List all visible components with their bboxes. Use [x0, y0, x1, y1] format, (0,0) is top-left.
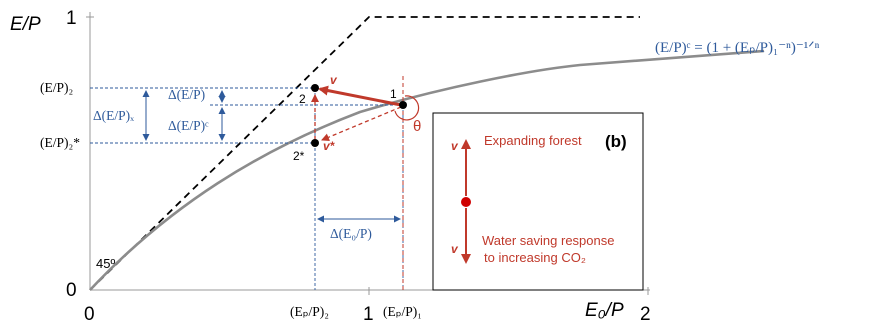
vector-v-star — [321, 106, 402, 141]
point-2star-label: 2* — [293, 149, 305, 163]
theta-label: θ — [413, 118, 421, 135]
delta-ep-x-label: Δ(E/P)ₓ — [93, 108, 134, 123]
vector-v-star-label: v* — [323, 139, 336, 153]
x-label-epp2: (Eₚ/P)₂ — [290, 304, 329, 319]
point-1-label: 1 — [390, 87, 397, 101]
y-tick-label-1: 1 — [66, 8, 77, 29]
vector-v — [318, 85, 402, 107]
delta-e0p-label: Δ(E₀/P) — [330, 226, 372, 241]
theta-arc — [394, 95, 420, 121]
budyko-curve — [89, 49, 765, 291]
legend-expanding-forest: Expanding forest — [484, 133, 582, 148]
legend-v-top: v — [451, 139, 459, 153]
delta-ep-c-label: Δ(E/P)ᶜ — [168, 118, 209, 133]
legend-box: (b) v v Expanding forest Water saving re… — [432, 112, 644, 291]
y-tick-label-0: 0 — [66, 280, 77, 301]
y-axis-title: E/P — [10, 14, 41, 35]
delta-ep-label: Δ(E/P) — [168, 87, 205, 102]
x-tick-label-1: 1 — [363, 304, 374, 325]
x-label-epp1: (Eₚ/P)₁ — [383, 304, 422, 319]
legend-water-saving-line1: Water saving response — [482, 233, 614, 248]
point-2 — [311, 84, 319, 92]
vector-v-label: v — [330, 73, 338, 87]
curve-equation: (E/P)ᶜ = (1 + (Eₚ/P)₁⁻ⁿ)⁻¹ᐟⁿ — [655, 40, 820, 56]
panel-label: (b) — [605, 132, 627, 151]
angle-45-label: 45º — [96, 256, 115, 271]
x-tick-label-0: 0 — [84, 304, 95, 325]
y-label-ep2: (E/P)₂ — [40, 80, 73, 95]
legend-point — [461, 197, 471, 207]
point-2-label: 2 — [299, 92, 306, 106]
x-axis-title: E₀/P — [585, 300, 624, 321]
point-1 — [399, 101, 407, 109]
legend-v-bottom: v — [451, 242, 459, 256]
legend-water-saving-line2: to increasing CO₂ — [484, 250, 586, 265]
point-2-star — [311, 139, 319, 147]
energy-water-limit-line — [89, 16, 640, 291]
y-label-ep2star: (E/P)₂* — [40, 135, 80, 150]
x-tick-label-2: 2 — [640, 304, 651, 325]
